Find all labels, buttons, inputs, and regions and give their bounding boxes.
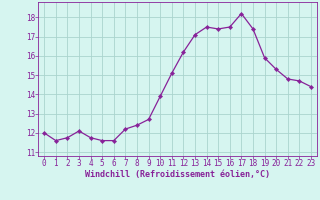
X-axis label: Windchill (Refroidissement éolien,°C): Windchill (Refroidissement éolien,°C)	[85, 170, 270, 179]
